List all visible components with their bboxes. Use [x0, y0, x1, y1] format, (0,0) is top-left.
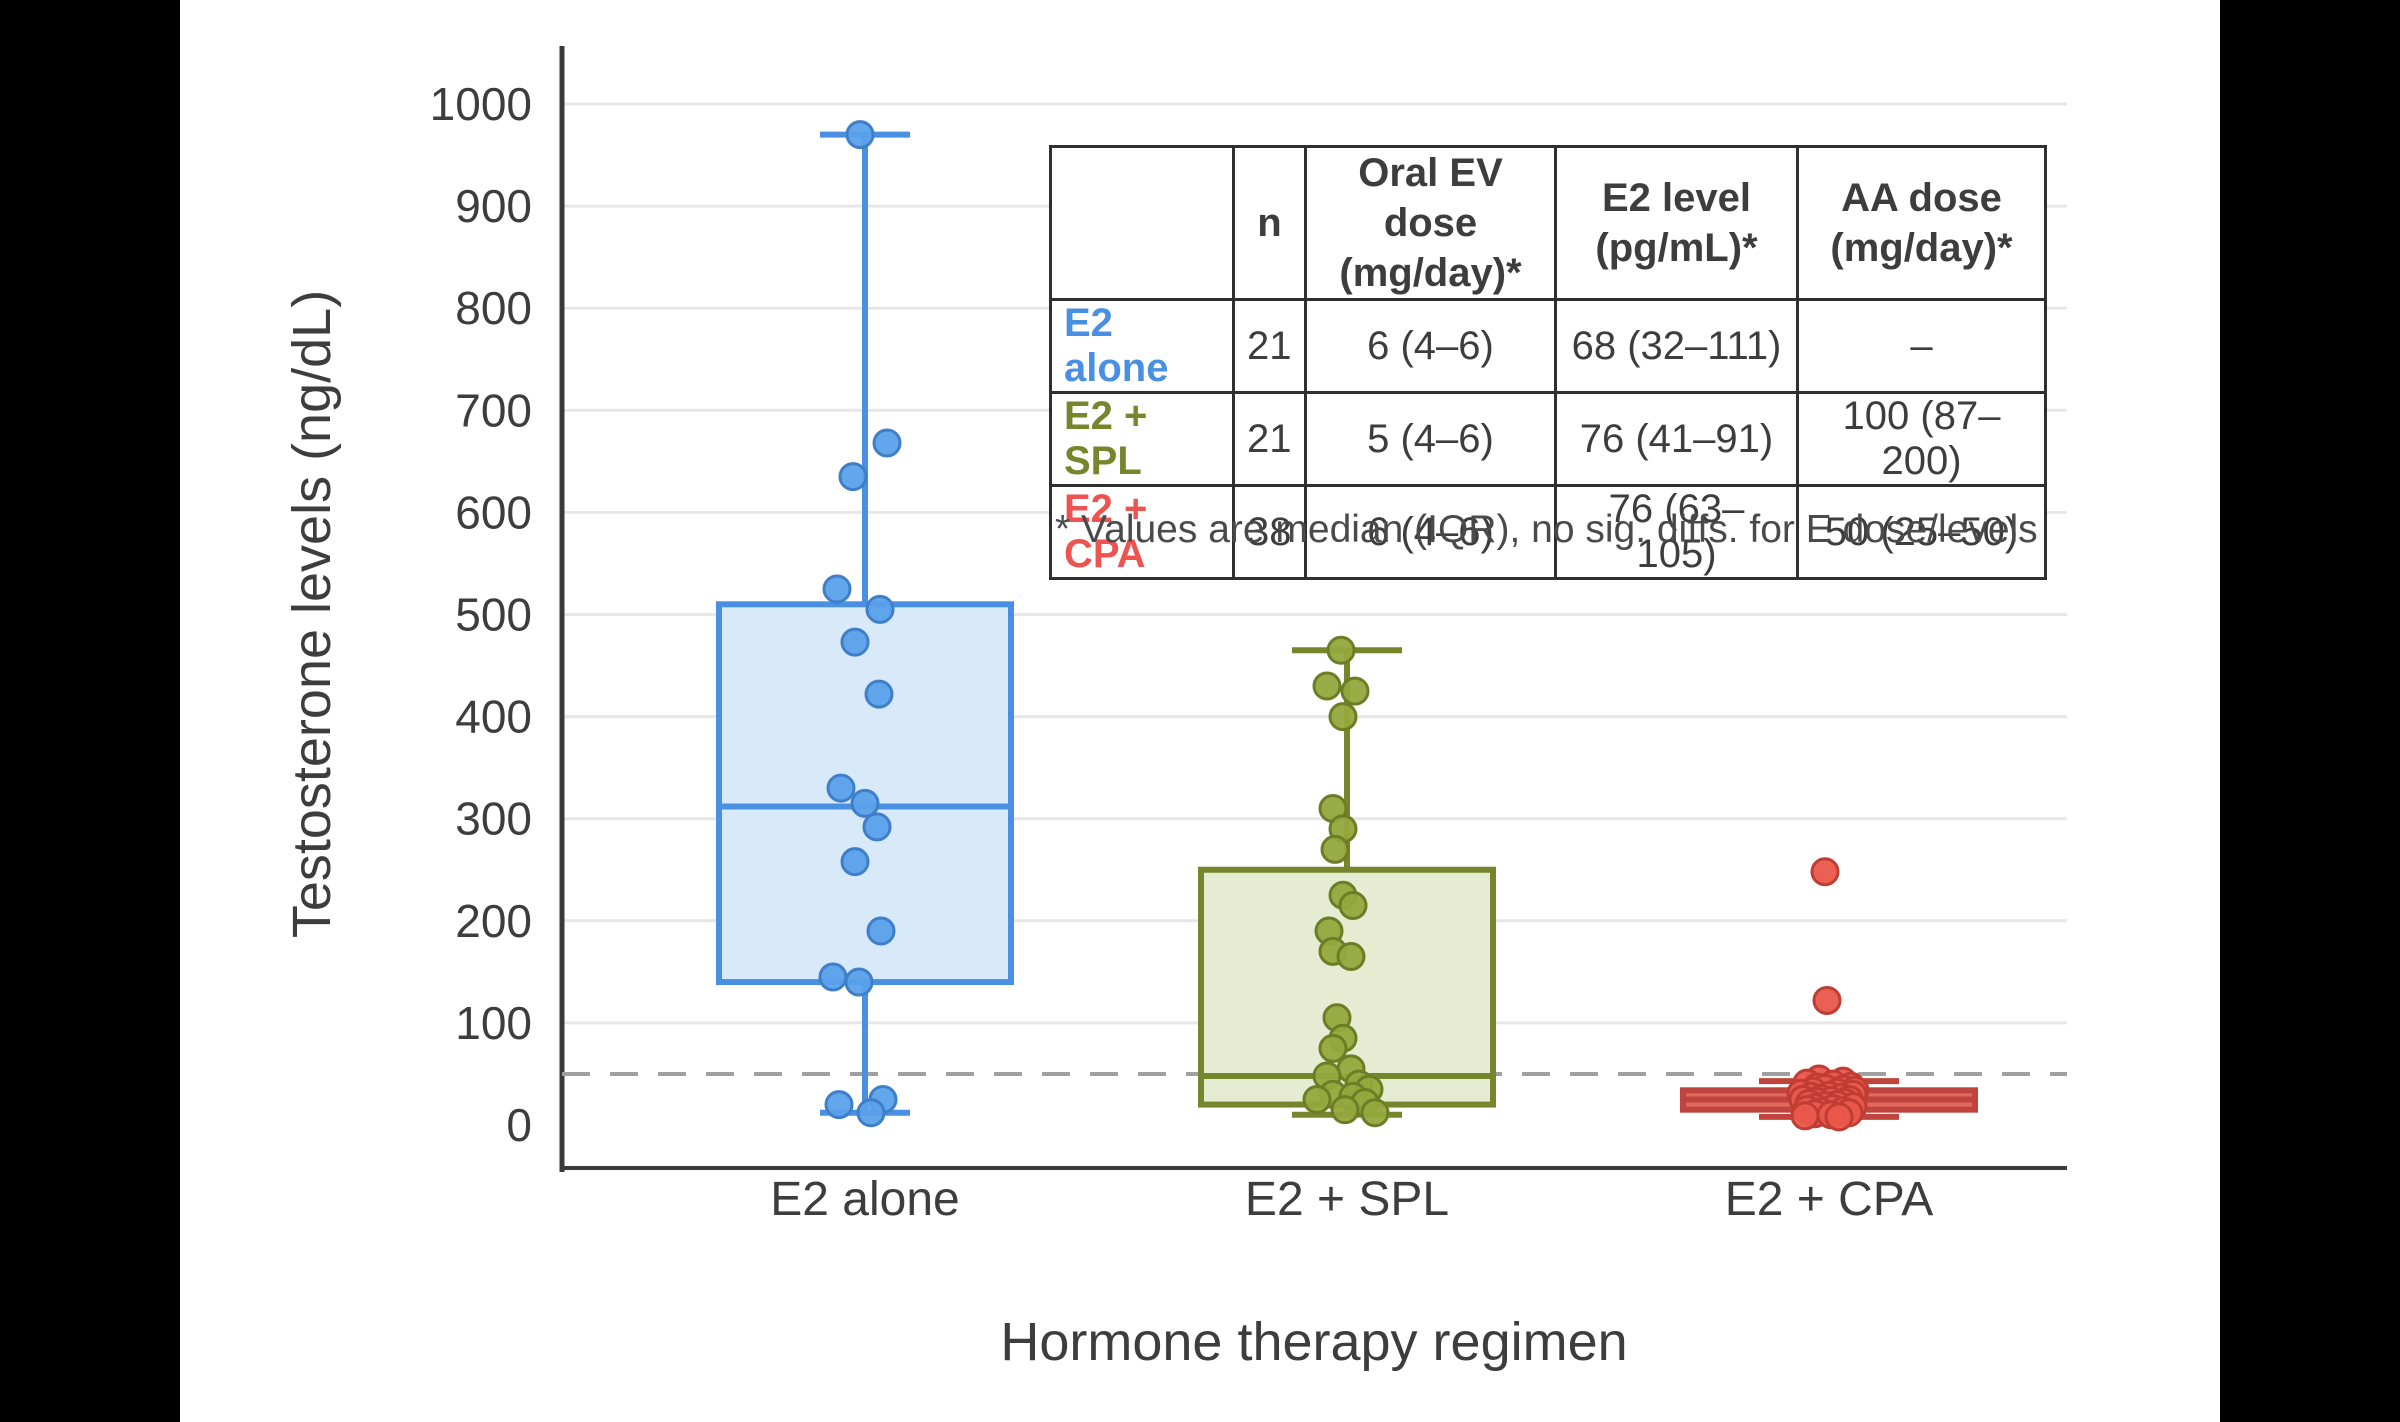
y-tick-label: 800 — [455, 282, 532, 334]
y-axis-title: Testosterone levels (ng/dL) — [282, 290, 342, 938]
data-point — [1326, 635, 1356, 665]
data-point — [864, 679, 894, 709]
y-tick-label: 400 — [455, 691, 532, 743]
row-label-e2-cpa: E2 + CPA — [1049, 484, 1235, 580]
data-point — [1328, 702, 1358, 732]
col-header-ev-dose: Oral EV dose (mg/day)* — [1304, 145, 1557, 301]
cell-e2-level: 76 (41–91) — [1554, 391, 1799, 487]
y-tick-label: 1000 — [430, 78, 532, 130]
summary-table: n Oral EV dose (mg/day)* E2 level (pg/mL… — [1049, 145, 2047, 580]
data-point — [1318, 1033, 1348, 1063]
box-group-e2-spl — [1198, 635, 1496, 1128]
cell-n: 38 — [1232, 484, 1307, 580]
y-tick-label: 300 — [455, 793, 532, 845]
x-category-label: E2 alone — [770, 1173, 960, 1226]
cell-ev-dose: 6 (4–6) — [1304, 298, 1557, 394]
data-point — [1338, 890, 1368, 920]
data-point — [838, 462, 868, 492]
box-group-e2-alone — [716, 120, 1014, 1128]
cell-ev-dose: 5 (4–6) — [1304, 391, 1557, 487]
data-point — [822, 574, 852, 604]
data-point — [824, 1090, 854, 1120]
cell-ev-dose: 6 (4–6) — [1304, 484, 1557, 580]
data-point — [1336, 942, 1366, 972]
x-category-label: E2 + SPL — [1245, 1173, 1449, 1226]
data-point — [866, 916, 896, 946]
col-header-group — [1049, 145, 1235, 301]
table-header-row: n Oral EV dose (mg/day)* E2 level (pg/mL… — [1049, 145, 2047, 301]
cell-e2-level: 68 (32–111) — [1554, 298, 1799, 394]
y-tick-label: 500 — [455, 589, 532, 641]
data-point — [856, 1098, 886, 1128]
cell-e2-level: 76 (63–105) — [1554, 484, 1799, 580]
data-point — [1812, 985, 1842, 1015]
cell-aa-dose: 50 (25–50) — [1796, 484, 2047, 580]
col-header-e2-level: E2 level (pg/mL)* — [1554, 145, 1799, 301]
y-tick-label: 900 — [455, 180, 532, 232]
table-row: E2 + CPA 38 6 (4–6) 76 (63–105) 50 (25–5… — [1049, 484, 2047, 580]
data-point — [865, 594, 895, 624]
x-category-label: E2 + CPA — [1725, 1173, 1934, 1226]
data-point — [1790, 1101, 1820, 1131]
y-tick-label: 200 — [455, 895, 532, 947]
data-point — [840, 847, 870, 877]
y-tick-label: 600 — [455, 486, 532, 538]
y-tick-label: 0 — [506, 1099, 532, 1151]
cell-aa-dose: 100 (87–200) — [1796, 391, 2047, 487]
data-point — [840, 627, 870, 657]
data-point — [845, 120, 875, 150]
data-point — [1360, 1098, 1390, 1128]
box-group-e2-cpa — [1680, 857, 1978, 1132]
table-footnote: * Values are median (IQR), no sig. diffs… — [1055, 508, 2038, 551]
y-tick-label: 700 — [455, 384, 532, 436]
y-tick-label: 100 — [455, 997, 532, 1049]
data-point — [1320, 834, 1350, 864]
table-row: E2 + SPL 21 5 (4–6) 76 (41–91) 100 (87–2… — [1049, 391, 2047, 487]
letterbox-left — [0, 0, 180, 1422]
table-row: E2 alone 21 6 (4–6) 68 (32–111) – — [1049, 298, 2047, 394]
cell-n: 21 — [1232, 298, 1307, 394]
data-point — [1312, 671, 1342, 701]
data-point — [862, 812, 892, 842]
data-point — [1302, 1084, 1332, 1114]
col-header-n: n — [1232, 145, 1307, 301]
col-header-aa-dose: AA dose (mg/day)* — [1796, 145, 2047, 301]
boxplot-chart: 0 100 200 300 400 500 600 700 800 900 1000 E2 alone… — [282, 46, 2067, 1372]
data-point — [826, 773, 856, 803]
data-point — [1824, 1102, 1854, 1132]
cell-n: 21 — [1232, 391, 1307, 487]
data-point — [1810, 857, 1840, 887]
cell-aa-dose: – — [1796, 298, 2047, 394]
data-point — [844, 967, 874, 997]
row-label-e2-alone: E2 alone — [1049, 298, 1235, 394]
data-point — [872, 428, 902, 458]
row-label-e2-spl: E2 + SPL — [1049, 391, 1235, 487]
data-point — [850, 788, 880, 818]
chart-panel: 0 100 200 300 400 500 600 700 800 900 1000 E2 alone… — [180, 0, 2220, 1422]
data-point — [1330, 1095, 1360, 1125]
data-point — [818, 962, 848, 992]
letterbox-right — [2220, 0, 2400, 1422]
data-point — [1340, 676, 1370, 706]
x-axis-title: Hormone therapy regimen — [1000, 1312, 1627, 1372]
